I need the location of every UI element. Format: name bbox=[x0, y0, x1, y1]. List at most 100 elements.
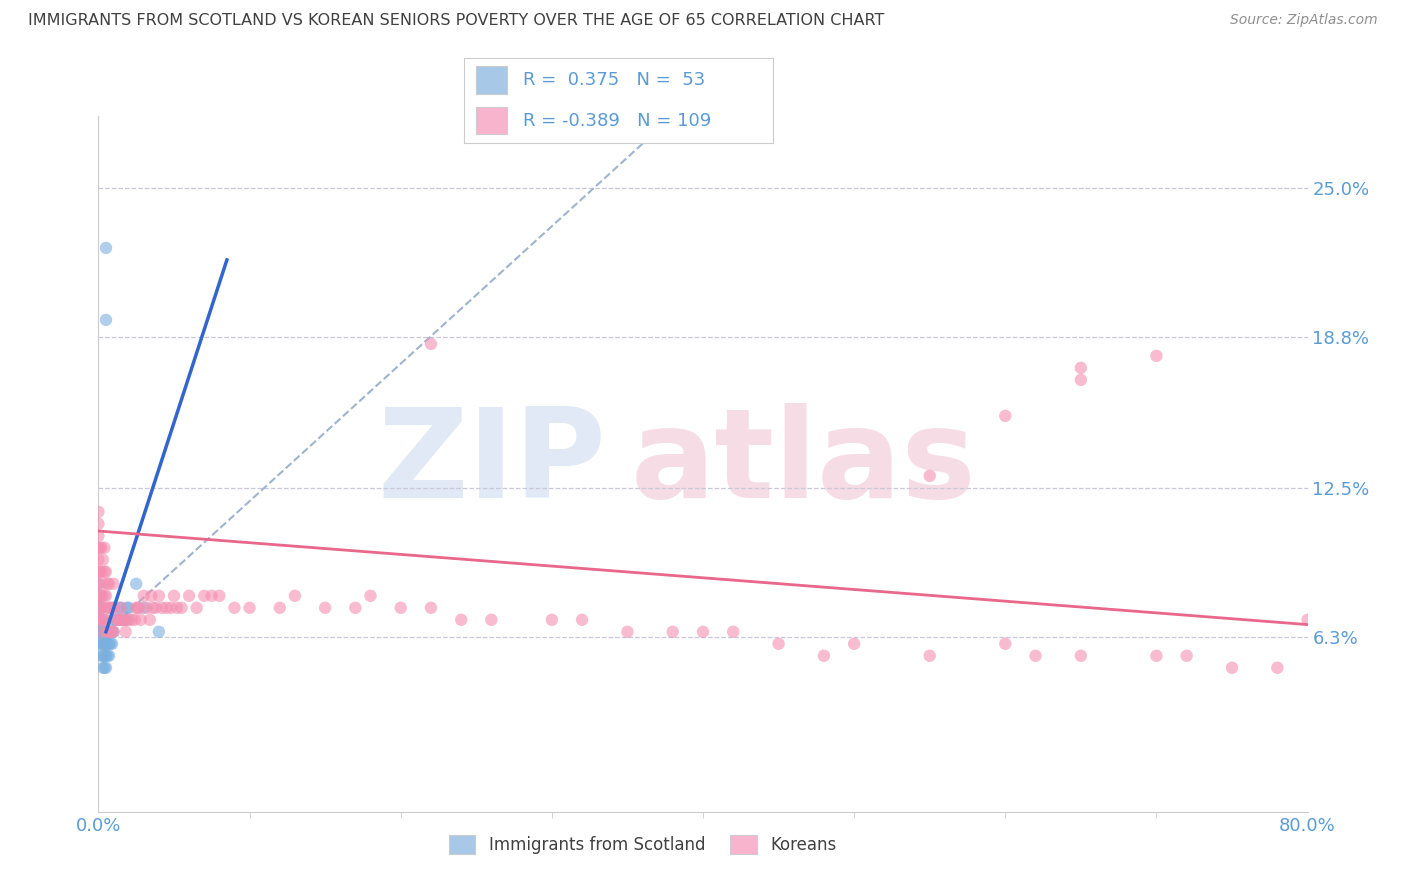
FancyBboxPatch shape bbox=[477, 67, 508, 94]
Point bbox=[87, 576, 110, 591]
Point bbox=[360, 589, 382, 603]
Point bbox=[89, 541, 111, 555]
Point bbox=[90, 637, 112, 651]
Point bbox=[115, 613, 138, 627]
Point bbox=[692, 624, 714, 639]
Point bbox=[918, 468, 941, 483]
Point bbox=[269, 600, 291, 615]
Point bbox=[148, 624, 170, 639]
Point bbox=[93, 565, 115, 579]
Point bbox=[94, 313, 117, 327]
Point bbox=[89, 565, 111, 579]
Point bbox=[98, 624, 121, 639]
Point bbox=[98, 600, 121, 615]
Point bbox=[105, 613, 128, 627]
Point bbox=[1175, 648, 1198, 663]
Point bbox=[94, 661, 117, 675]
Point bbox=[87, 553, 110, 567]
Point bbox=[114, 624, 136, 639]
Point bbox=[101, 624, 124, 639]
Point bbox=[94, 648, 117, 663]
Point bbox=[571, 613, 593, 627]
Point bbox=[132, 589, 155, 603]
Point bbox=[662, 624, 685, 639]
Point bbox=[128, 600, 150, 615]
Point bbox=[87, 613, 110, 627]
Point bbox=[90, 600, 112, 615]
FancyBboxPatch shape bbox=[477, 107, 508, 134]
Text: atlas: atlas bbox=[630, 403, 976, 524]
Point bbox=[115, 600, 138, 615]
Point bbox=[201, 589, 224, 603]
Point bbox=[90, 541, 112, 555]
Point bbox=[481, 613, 503, 627]
Point bbox=[90, 589, 112, 603]
Point bbox=[150, 600, 173, 615]
Point bbox=[918, 648, 941, 663]
Point bbox=[89, 613, 111, 627]
Point bbox=[90, 648, 112, 663]
Point bbox=[163, 589, 186, 603]
Point bbox=[114, 613, 136, 627]
Point bbox=[91, 576, 114, 591]
Point bbox=[1070, 360, 1092, 375]
Point bbox=[87, 600, 110, 615]
Point bbox=[94, 624, 117, 639]
Point bbox=[125, 600, 148, 615]
Point bbox=[87, 529, 110, 543]
Point bbox=[87, 600, 110, 615]
Point bbox=[87, 624, 110, 639]
Point bbox=[108, 613, 131, 627]
Point bbox=[813, 648, 835, 663]
Point bbox=[723, 624, 745, 639]
Point bbox=[107, 600, 129, 615]
Point bbox=[112, 613, 135, 627]
Point bbox=[155, 600, 177, 615]
Point bbox=[87, 576, 110, 591]
Point bbox=[129, 613, 152, 627]
Point bbox=[135, 600, 157, 615]
Point bbox=[420, 600, 443, 615]
Point bbox=[314, 600, 336, 615]
Point bbox=[93, 661, 115, 675]
Point bbox=[139, 613, 162, 627]
Point bbox=[1070, 648, 1092, 663]
Point bbox=[90, 600, 112, 615]
Point bbox=[96, 624, 118, 639]
Point bbox=[101, 600, 124, 615]
Point bbox=[90, 589, 112, 603]
Point bbox=[93, 637, 115, 651]
Point bbox=[160, 600, 183, 615]
Point bbox=[1220, 661, 1243, 675]
Point bbox=[148, 589, 170, 603]
Point bbox=[994, 409, 1017, 423]
Point bbox=[90, 613, 112, 627]
Point bbox=[98, 624, 121, 639]
Point bbox=[96, 576, 118, 591]
Point bbox=[344, 600, 367, 615]
Point bbox=[107, 613, 129, 627]
Point bbox=[108, 613, 131, 627]
Point bbox=[186, 600, 208, 615]
Point bbox=[87, 541, 110, 555]
Point bbox=[124, 613, 146, 627]
Point bbox=[118, 600, 141, 615]
Point bbox=[1070, 373, 1092, 387]
Text: R =  0.375   N =  53: R = 0.375 N = 53 bbox=[523, 71, 704, 89]
Point bbox=[94, 565, 117, 579]
Point bbox=[96, 600, 118, 615]
Point bbox=[90, 624, 112, 639]
Point bbox=[94, 589, 117, 603]
Point bbox=[103, 624, 125, 639]
Point bbox=[91, 553, 114, 567]
Point bbox=[121, 613, 143, 627]
Text: R = -0.389   N = 109: R = -0.389 N = 109 bbox=[523, 112, 711, 129]
Point bbox=[96, 637, 118, 651]
Point bbox=[193, 589, 215, 603]
Point bbox=[87, 589, 110, 603]
Point bbox=[111, 613, 134, 627]
Point bbox=[208, 589, 231, 603]
Point bbox=[89, 600, 111, 615]
Point bbox=[142, 600, 165, 615]
Point bbox=[1267, 661, 1289, 675]
